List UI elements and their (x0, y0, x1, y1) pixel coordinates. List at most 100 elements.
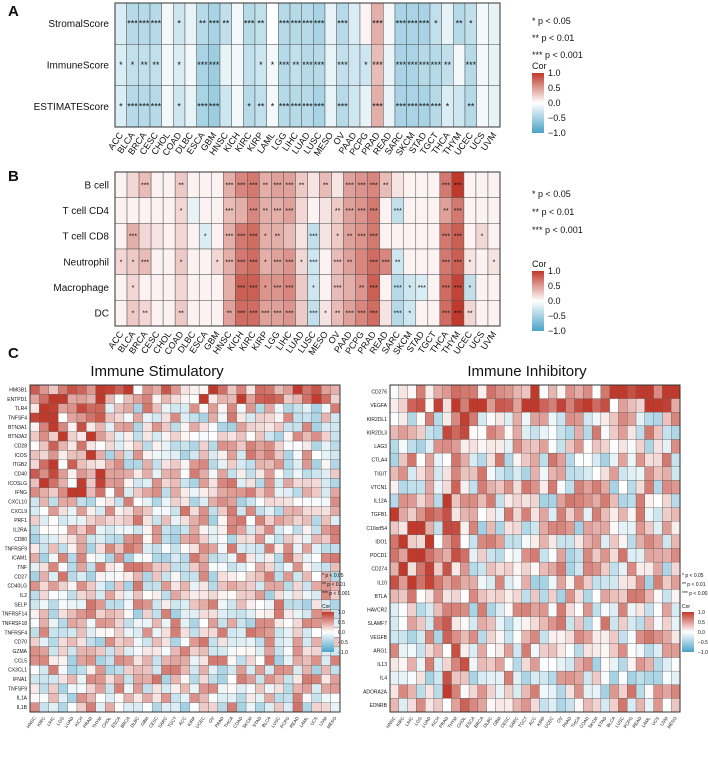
heatmap-cell (39, 422, 49, 432)
heatmap-cell (274, 468, 284, 479)
heatmap-cell (442, 398, 452, 413)
heatmap-cell (105, 637, 115, 647)
heatmap-cell (86, 524, 96, 535)
heatmap-cell (618, 452, 628, 467)
heatmap-cell (398, 425, 408, 440)
colorbar-tick: −0.5 (548, 311, 566, 321)
heatmap-cell (39, 478, 49, 488)
heatmap-cell (114, 693, 125, 703)
heatmap-cell (451, 384, 461, 399)
heatmap-cell (319, 223, 332, 250)
heatmap-cell (311, 674, 322, 685)
significance-mark: *** (394, 285, 402, 292)
heatmap-cell (264, 515, 275, 526)
heatmap-cell (591, 698, 602, 713)
heatmap-cell (512, 630, 522, 645)
heatmap-cell (574, 534, 584, 549)
heatmap-cell (574, 657, 584, 672)
heatmap-cell (425, 698, 435, 713)
heatmap-cell (29, 468, 40, 479)
heatmap-cell (389, 452, 399, 467)
significance-mark: *** (209, 101, 220, 111)
heatmap-cell (245, 534, 256, 544)
heatmap-cell (114, 440, 125, 451)
heatmap-cell (389, 521, 399, 536)
row-label-btla: BTLA (374, 594, 387, 600)
heatmap-cell (302, 534, 312, 544)
heatmap-cell (76, 506, 87, 516)
colorbar (322, 612, 334, 652)
heatmap-cell (95, 422, 106, 432)
heatmap-cell (565, 452, 575, 467)
heatmap-cell (644, 384, 654, 399)
heatmap-cell (451, 466, 461, 481)
heatmap-cell (217, 431, 228, 442)
heatmap-cell (591, 412, 602, 427)
heatmap-cell (86, 468, 96, 479)
heatmap-cell (609, 521, 619, 536)
heatmap-cell (302, 665, 312, 675)
heatmap-cell (39, 599, 49, 610)
significance-mark: *** (302, 101, 313, 111)
significance-mark: *** (285, 285, 293, 292)
heatmap-cell (321, 468, 331, 479)
heatmap-cell (161, 478, 172, 488)
heatmap-cell (530, 548, 540, 563)
heatmap-cell (292, 693, 303, 703)
significance-mark: *** (370, 285, 378, 292)
heatmap-cell (416, 412, 426, 427)
significance-mark: *** (314, 19, 325, 29)
heatmap-cell (311, 581, 322, 591)
heatmap-cell (476, 2, 489, 45)
heatmap-cell (504, 548, 514, 563)
heatmap-cell (460, 439, 470, 454)
heatmap-cell (383, 85, 396, 128)
heatmap-cell (521, 521, 531, 536)
heatmap-cell (618, 589, 628, 604)
heatmap-cell (600, 575, 610, 590)
heatmap-cell (142, 394, 153, 404)
significance-mark: * (469, 259, 472, 266)
heatmap-cell (161, 665, 172, 675)
heatmap-cell (161, 693, 172, 703)
heatmap-cell (539, 698, 549, 713)
heatmap-cell (211, 274, 224, 301)
heatmap-cell (105, 422, 115, 432)
heatmap-cell (29, 440, 40, 451)
heatmap-cell (133, 384, 143, 395)
heatmap-cell (460, 698, 470, 713)
heatmap-cell (264, 655, 275, 666)
heatmap-cell (311, 618, 322, 629)
heatmap-cell (468, 630, 479, 645)
heatmap-cell (583, 561, 593, 576)
heatmap-cell (217, 618, 228, 629)
heatmap-cell (330, 665, 341, 675)
heatmap-cell (468, 425, 479, 440)
heatmap-cell (39, 524, 49, 535)
heatmap-cell (487, 171, 501, 198)
heatmap-cell (486, 670, 496, 685)
heatmap-cell (58, 431, 68, 442)
heatmap-cell (189, 618, 200, 629)
heatmap-cell (29, 524, 40, 535)
heatmap-cell (416, 698, 426, 713)
heatmap-cell (283, 543, 294, 554)
heatmap-cell (292, 384, 303, 395)
heatmap-cell (530, 670, 540, 685)
heatmap-cell (348, 85, 361, 128)
heatmap-cell (264, 403, 275, 414)
heatmap-cell (58, 403, 68, 414)
heatmap-cell (245, 543, 256, 554)
heatmap-cell (486, 534, 496, 549)
heatmap-cell (512, 507, 522, 522)
heatmap-cell (86, 459, 96, 470)
column-label-skcm: SKCM (587, 716, 599, 730)
heatmap-cell (539, 643, 549, 658)
heatmap-cell (208, 702, 219, 713)
heatmap-cell (151, 627, 162, 638)
heatmap-cell (416, 657, 426, 672)
heatmap-cell (142, 637, 153, 647)
heatmap-cell (29, 450, 40, 460)
heatmap-cell (556, 548, 566, 563)
heatmap-cell (245, 459, 256, 470)
